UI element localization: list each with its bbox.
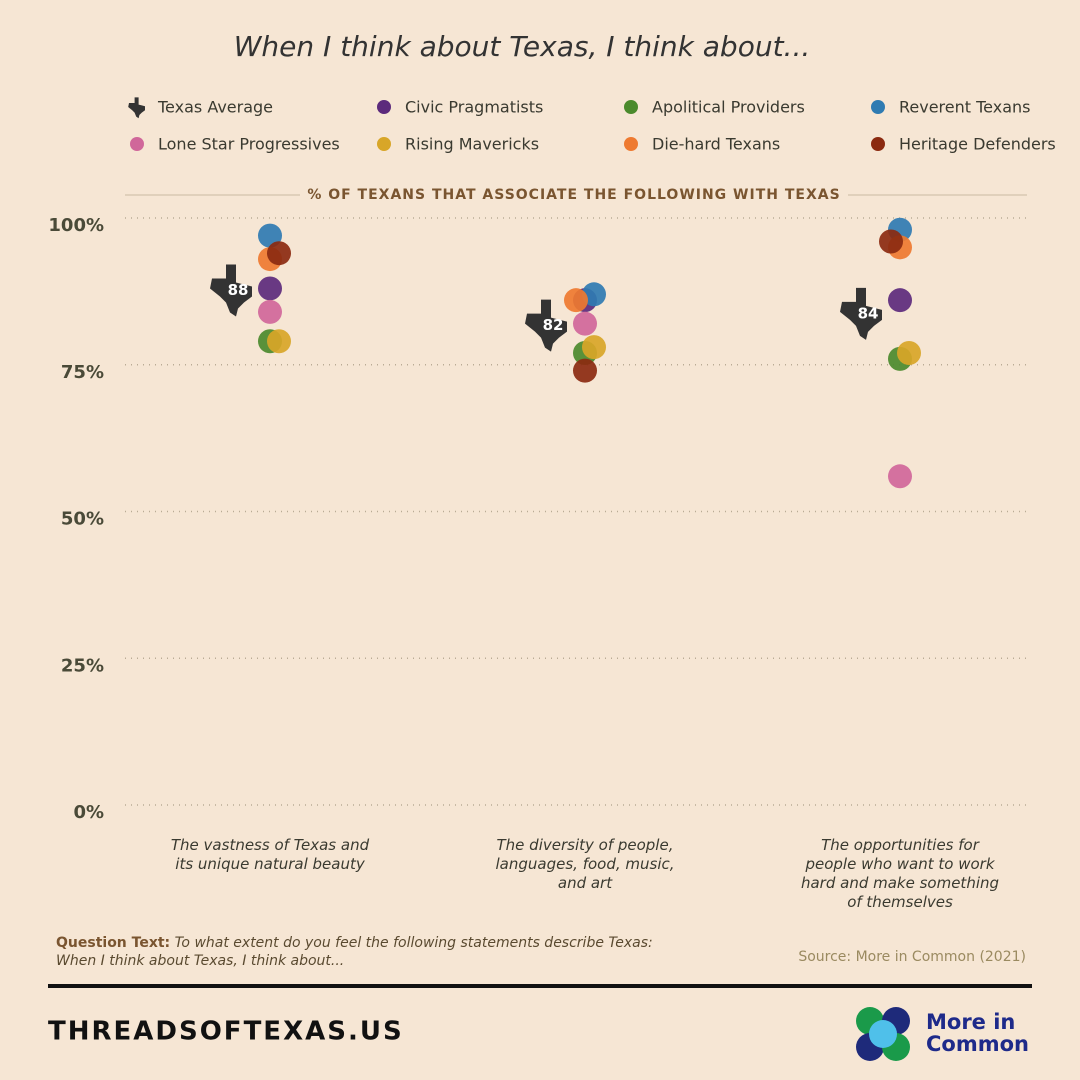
value-label: 88 bbox=[228, 281, 249, 299]
dot bbox=[879, 229, 903, 254]
legend-label: Apolitical Providers bbox=[652, 98, 805, 117]
legend-marker bbox=[624, 137, 638, 151]
texas-average bbox=[210, 264, 252, 317]
source: Source: More in Common (2021) bbox=[798, 949, 1026, 965]
y-tick-label: 50% bbox=[61, 509, 104, 530]
question-label: Question Text: bbox=[56, 935, 171, 951]
dot bbox=[888, 464, 912, 489]
dot bbox=[573, 311, 597, 336]
legend-marker bbox=[871, 100, 885, 114]
dot bbox=[582, 335, 606, 360]
subtitle-bg bbox=[300, 184, 848, 206]
value-label: 82 bbox=[543, 316, 564, 334]
legend-label: Heritage Defenders bbox=[899, 135, 1056, 154]
texas-average bbox=[840, 287, 882, 340]
value-label: 84 bbox=[858, 304, 879, 322]
x-tick-label: The opportunities for people who want to… bbox=[800, 836, 1000, 911]
dot bbox=[267, 329, 291, 354]
dot bbox=[564, 288, 588, 313]
average-marker: 88 bbox=[210, 264, 252, 317]
y-tick-label: 75% bbox=[61, 362, 104, 383]
dot bbox=[258, 276, 282, 301]
question-text: To what extent do you feel the following… bbox=[56, 935, 653, 969]
chart-title: When I think about Texas, I think about.… bbox=[234, 30, 811, 63]
x-tick-label: The vastness of Texas and its unique nat… bbox=[170, 836, 370, 873]
legend-label: Lone Star Progressives bbox=[158, 135, 340, 154]
dot bbox=[267, 241, 291, 266]
y-tick-label: 100% bbox=[48, 215, 104, 236]
dot bbox=[258, 299, 282, 324]
dot bbox=[573, 358, 597, 383]
legend-marker bbox=[377, 100, 391, 114]
y-tick-label: 0% bbox=[73, 802, 104, 823]
legend-marker bbox=[624, 100, 638, 114]
question: Question Text: To what extent do you fee… bbox=[56, 934, 696, 970]
legend-label: Reverent Texans bbox=[899, 98, 1031, 117]
legend-label: Civic Pragmatists bbox=[405, 98, 543, 117]
chart-subtitle: % OF TEXANS THAT ASSOCIATE THE FOLLOWING… bbox=[307, 187, 840, 203]
y-tick-label: 25% bbox=[61, 655, 104, 676]
dot bbox=[582, 282, 606, 307]
legend-label: Texas Average bbox=[157, 98, 273, 117]
legend-marker bbox=[377, 137, 391, 151]
legend-icon bbox=[128, 97, 145, 119]
legend-marker bbox=[130, 137, 144, 151]
texas-average bbox=[525, 299, 567, 352]
dot bbox=[888, 288, 912, 313]
dot bbox=[897, 341, 921, 366]
logo-text: More in bbox=[926, 1010, 1015, 1034]
logo-text: Common bbox=[926, 1032, 1029, 1056]
legend-marker bbox=[871, 137, 885, 151]
average-marker: 84 bbox=[840, 287, 882, 340]
legend-label: Die-hard Texans bbox=[652, 135, 780, 154]
legend-label: Rising Mavericks bbox=[405, 135, 539, 154]
average-marker: 82 bbox=[525, 299, 567, 352]
footer: THREADSOFTEXAS.US bbox=[48, 1017, 404, 1047]
x-tick-label: The diversity of people, languages, food… bbox=[495, 836, 675, 892]
logo-icon bbox=[856, 1007, 910, 1061]
